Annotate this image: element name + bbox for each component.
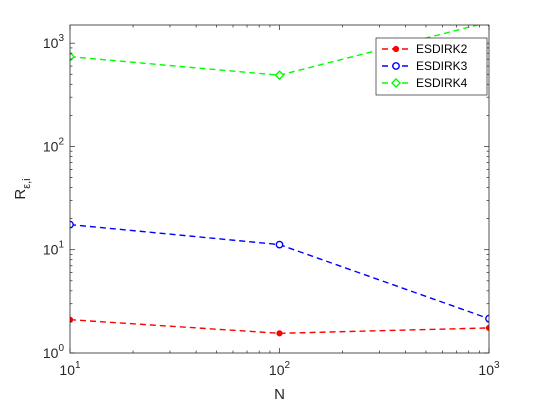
legend-marker-esdirk4	[391, 78, 401, 88]
legend-label-esdirk3: ESDIRK3	[416, 59, 468, 73]
legend: ESDIRK2 ESDIRK3 ESDIRK4	[375, 37, 488, 96]
data-point-esdirk4-100	[274, 70, 285, 81]
y-tick-label: 102	[43, 136, 65, 154]
x-tick-label: 101	[59, 360, 81, 378]
legend-marker-esdirk2	[392, 45, 400, 53]
x-tick-label: 102	[269, 360, 291, 378]
y-axis-label: Rε,i	[12, 178, 33, 199]
data-point-esdirk3-100	[275, 240, 284, 249]
legend-marker-esdirk3	[392, 62, 400, 70]
y-tick-label: 101	[43, 240, 65, 258]
y-tick-label: 100	[43, 343, 65, 361]
x-tick-label: 103	[478, 360, 500, 378]
y-tick-label: 103	[43, 33, 65, 51]
legend-label-esdirk2: ESDIRK2	[416, 42, 468, 56]
legend-label-esdirk4: ESDIRK4	[416, 76, 468, 90]
series-line-esdirk3	[70, 223, 489, 320]
x-axis-label: N	[274, 386, 285, 403]
data-point-esdirk4-10	[70, 51, 75, 62]
data-point-esdirk2-100	[276, 330, 283, 337]
